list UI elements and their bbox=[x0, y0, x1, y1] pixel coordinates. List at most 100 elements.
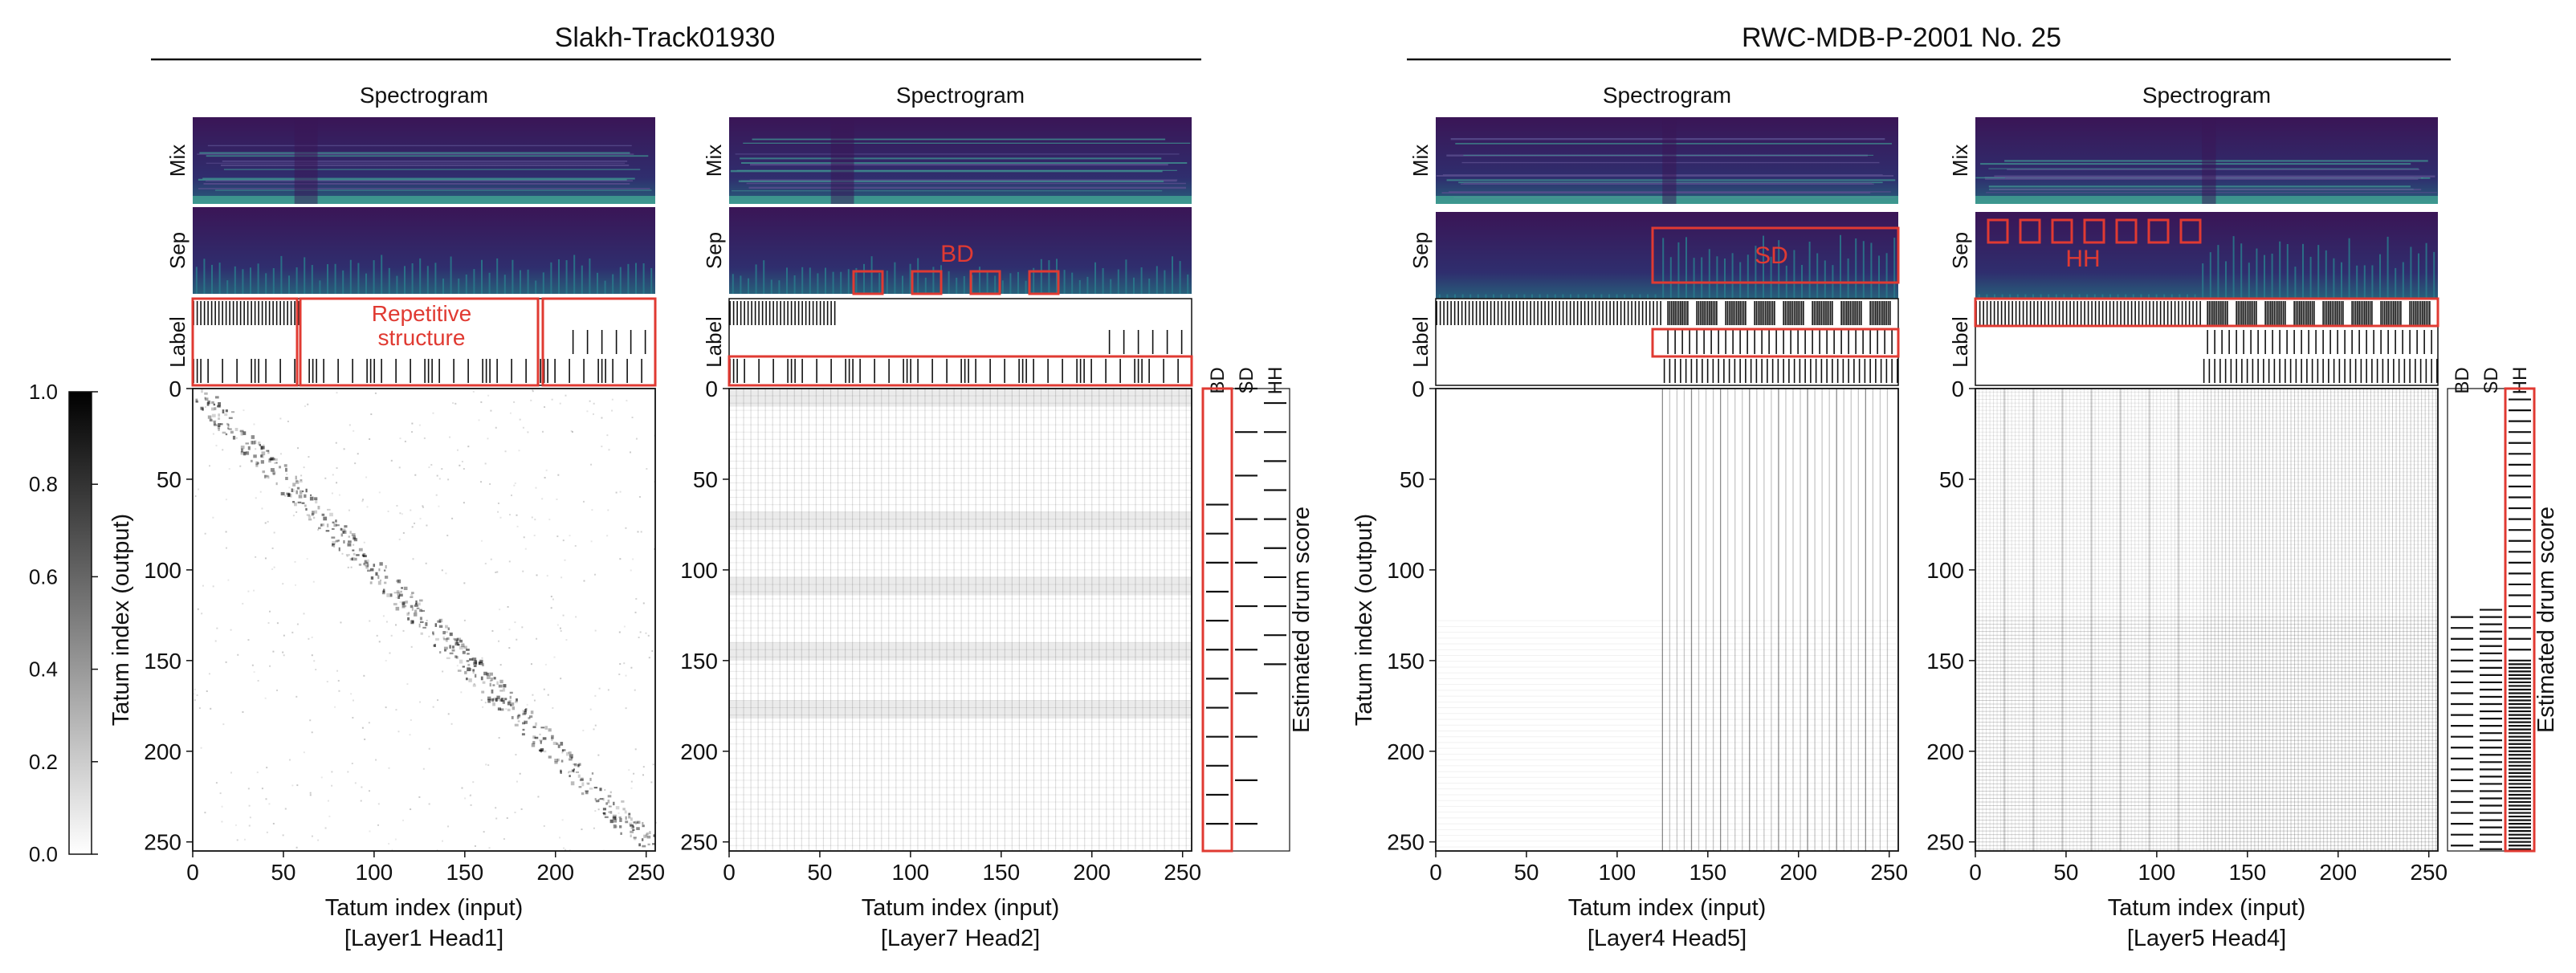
heatmap bbox=[192, 388, 657, 852]
heat-cell bbox=[395, 709, 397, 711]
heat-cell bbox=[225, 531, 227, 533]
heat-cell bbox=[455, 640, 459, 644]
heat-cell bbox=[284, 495, 287, 497]
heat-cell bbox=[428, 747, 430, 750]
heat-cell bbox=[488, 847, 491, 849]
heat-cell bbox=[581, 777, 584, 781]
heat-cell bbox=[593, 787, 598, 789]
heat-cell bbox=[411, 430, 414, 433]
heat-cell bbox=[309, 496, 314, 501]
heat-cell bbox=[242, 602, 244, 605]
heat-cell bbox=[619, 818, 622, 822]
heat-cell bbox=[497, 707, 501, 710]
heat-cell bbox=[512, 706, 516, 710]
heat-cell bbox=[464, 670, 467, 674]
heat-cell bbox=[495, 698, 498, 702]
heat-cell bbox=[561, 751, 564, 754]
heat-cell bbox=[534, 736, 539, 739]
heat-cell bbox=[373, 564, 376, 568]
heat-cell bbox=[514, 723, 519, 727]
heat-cell bbox=[340, 527, 343, 531]
heat-cell bbox=[544, 406, 546, 409]
heat-cell bbox=[522, 728, 525, 731]
heat-cell bbox=[369, 620, 371, 622]
heat-cell bbox=[370, 413, 373, 415]
heat-cell bbox=[321, 513, 325, 516]
heat-cell bbox=[540, 740, 542, 744]
heat-cell bbox=[369, 568, 374, 572]
heat-cell bbox=[411, 526, 414, 528]
spectrogram-sep bbox=[193, 207, 655, 294]
x-axis-label: Tatum index (input) bbox=[1568, 895, 1767, 921]
y-tick-label: 250 bbox=[1926, 830, 1964, 855]
heat-cell bbox=[401, 587, 403, 589]
heat-cell bbox=[217, 425, 220, 430]
heat-cell bbox=[218, 413, 221, 417]
heat-cell bbox=[366, 562, 369, 564]
heat-band bbox=[729, 576, 1192, 596]
heat-cell bbox=[205, 406, 207, 409]
heat-cell bbox=[215, 782, 218, 784]
heat-cell bbox=[511, 495, 513, 497]
heat-cell bbox=[402, 629, 405, 632]
heat-cell bbox=[283, 634, 285, 637]
heat-cell bbox=[418, 796, 421, 798]
heat-cell bbox=[484, 563, 487, 565]
annotation-box bbox=[911, 270, 943, 295]
heat-cell bbox=[358, 548, 363, 552]
heat-cell bbox=[239, 430, 244, 433]
heat-cell bbox=[498, 640, 500, 642]
heat-cell bbox=[522, 570, 524, 572]
heat-cell bbox=[516, 514, 518, 516]
heat-cell bbox=[360, 800, 362, 802]
heat-band bbox=[729, 511, 1192, 531]
heat-cell bbox=[559, 627, 561, 629]
heat-cell bbox=[614, 825, 618, 828]
heat-cell bbox=[300, 474, 303, 477]
heat-cell bbox=[645, 833, 648, 837]
heat-cell bbox=[399, 601, 401, 604]
heat-cell bbox=[361, 727, 364, 729]
drum-score-box bbox=[1202, 388, 1290, 852]
heat-cell bbox=[298, 495, 303, 499]
heat-cell bbox=[533, 535, 536, 537]
heat-cell bbox=[335, 539, 339, 543]
heat-cell bbox=[403, 586, 408, 590]
heat-cell bbox=[570, 756, 573, 759]
annotation-box bbox=[2019, 218, 2041, 244]
heat-cell bbox=[499, 679, 503, 684]
heat-cell bbox=[195, 398, 198, 403]
heat-cell bbox=[452, 637, 456, 641]
y-tick-label: 50 bbox=[1400, 467, 1425, 492]
heat-cell bbox=[348, 509, 350, 511]
heat-cell bbox=[377, 580, 381, 585]
heat-cell bbox=[518, 450, 520, 452]
heat-cell bbox=[454, 402, 457, 405]
heat-cell bbox=[630, 666, 633, 669]
heat-cell bbox=[292, 488, 295, 493]
heat-cell bbox=[531, 743, 536, 747]
heat-cell bbox=[243, 451, 247, 456]
colorbar-tick-label: 0.6 bbox=[29, 564, 58, 588]
heat-cell bbox=[326, 681, 328, 683]
heat-cell bbox=[502, 700, 505, 704]
heat-cell bbox=[385, 564, 387, 569]
heat-cell bbox=[481, 690, 485, 694]
heat-cell bbox=[363, 674, 365, 677]
heat-cell bbox=[215, 445, 218, 447]
heat-cell bbox=[435, 494, 438, 496]
heat-cell bbox=[573, 763, 577, 766]
row-label-mix: Mix bbox=[165, 145, 190, 177]
heat-cell bbox=[569, 754, 573, 758]
heat-cell bbox=[492, 684, 495, 686]
heat-cell bbox=[509, 514, 512, 516]
heat-cell bbox=[296, 479, 299, 482]
heat-cell bbox=[390, 634, 393, 637]
heat-cell bbox=[569, 775, 571, 778]
heat-cell bbox=[315, 669, 317, 671]
heat-cell bbox=[548, 755, 552, 759]
heat-cell bbox=[630, 451, 632, 454]
heat-cell bbox=[445, 625, 448, 629]
heat-cell bbox=[618, 812, 620, 814]
heat-cell bbox=[539, 733, 541, 735]
